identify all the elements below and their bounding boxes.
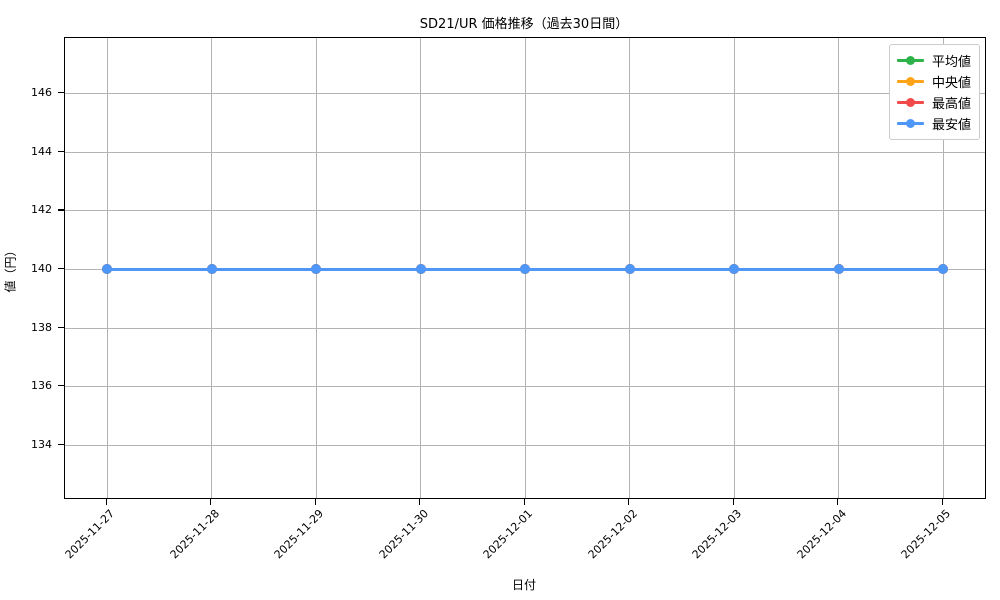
data-point-marker xyxy=(938,264,948,275)
x-tick-mark xyxy=(419,498,421,505)
data-point-marker xyxy=(311,264,321,275)
y-tick-mark xyxy=(58,92,64,94)
legend-item: 最安値 xyxy=(896,114,971,133)
x-tick-label-text: 2025-11-29 xyxy=(271,507,327,562)
x-tick-mark xyxy=(837,498,839,505)
y-tick-mark xyxy=(58,385,64,387)
x-tick-mark xyxy=(523,498,525,505)
x-tick-mark xyxy=(732,498,734,505)
x-tick-label-text: 2025-12-03 xyxy=(689,507,745,562)
data-point-marker xyxy=(833,264,844,275)
x-tick-label-text: 2025-12-01 xyxy=(480,507,536,562)
x-tick-label-text: 2025-11-28 xyxy=(167,507,222,562)
legend-label: 最高値 xyxy=(931,97,971,112)
data-point-marker xyxy=(102,264,112,275)
chart-title: SD21/UR 価格推移（過去30日間） xyxy=(419,17,629,32)
legend-line-marker-icon xyxy=(896,56,924,66)
plot-area xyxy=(64,37,986,499)
x-tick-mark xyxy=(628,498,630,505)
y-tick-mark xyxy=(58,267,64,270)
legend-label: 平均値 xyxy=(931,55,971,70)
legend-swatch-dot xyxy=(905,119,915,128)
x-tick-label-text: 2025-11-30 xyxy=(376,507,431,562)
x-tick-mark xyxy=(210,498,212,505)
legend-line-marker-icon xyxy=(896,77,924,87)
y-tick-label: 134 xyxy=(31,437,52,451)
data-point-marker xyxy=(415,264,426,275)
legend-label: 中央値 xyxy=(931,76,971,91)
y-tick-mark xyxy=(58,326,64,328)
legend-item: 最高値 xyxy=(896,93,971,112)
x-tick-mark xyxy=(941,498,943,505)
legend-line-marker-icon xyxy=(896,98,924,108)
y-tick-label: 144 xyxy=(31,144,52,158)
y-tick-mark xyxy=(58,443,64,446)
y-tick-mark xyxy=(58,209,64,211)
data-point-marker xyxy=(206,264,217,275)
x-tick-mark xyxy=(314,498,316,505)
y-tick-label: 142 xyxy=(31,203,52,217)
legend-label: 最安値 xyxy=(931,118,971,133)
y-tick-label: 136 xyxy=(31,379,52,393)
data-point-marker xyxy=(520,264,530,275)
legend-item: 中央値 xyxy=(896,72,971,91)
legend-item: 平均値 xyxy=(896,51,971,70)
y-tick-mark xyxy=(58,150,64,153)
x-tick-label-text: 2025-12-05 xyxy=(898,507,954,562)
y-tick-label: 138 xyxy=(31,320,52,334)
legend: 平均値中央値最高値最安値 xyxy=(888,44,980,140)
data-point-marker xyxy=(624,264,635,275)
data-point-marker xyxy=(729,264,739,275)
x-tick-label-text: 2025-12-04 xyxy=(794,507,849,562)
x-tick-label-text: 2025-11-27 xyxy=(62,507,118,562)
legend-swatch-dot xyxy=(905,98,915,107)
legend-swatch-dot xyxy=(905,77,915,86)
legend-swatch-dot xyxy=(905,56,915,65)
x-tick-mark xyxy=(105,498,107,505)
x-tick-label-text: 2025-12-02 xyxy=(585,507,640,562)
y-tick-label: 140 xyxy=(31,261,52,275)
legend-line-marker-icon xyxy=(896,119,924,129)
y-tick-label: 146 xyxy=(31,86,52,100)
x-axis-label: 日付 xyxy=(511,578,536,592)
